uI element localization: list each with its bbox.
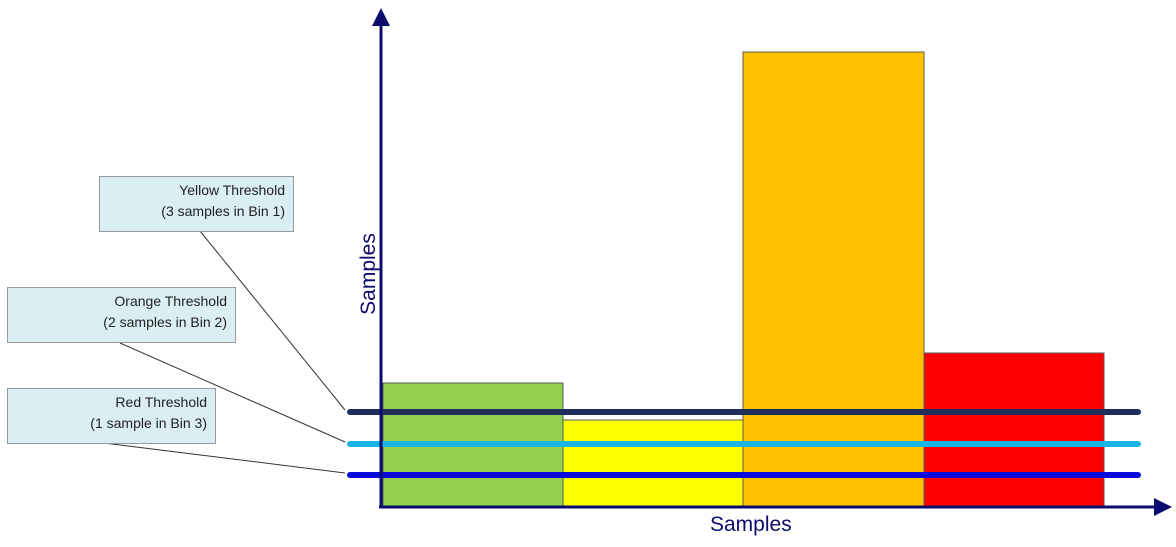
x-axis-label: Samples xyxy=(710,513,792,536)
callout-detail: (3 samples in Bin 1) xyxy=(161,203,285,219)
callout-title: Yellow Threshold xyxy=(179,182,285,198)
y-axis-arrowhead xyxy=(372,8,390,26)
x-axis-arrowhead xyxy=(1154,498,1172,516)
red-threshold-callout: Red Threshold (1 sample in Bin 3) xyxy=(7,388,216,444)
yellow-callout-leader xyxy=(199,230,346,411)
callout-title: Red Threshold xyxy=(115,394,207,410)
bin-orange-bar xyxy=(742,51,925,507)
orange-callout-leader xyxy=(119,342,346,443)
yellow-threshold-callout: Yellow Threshold (3 samples in Bin 1) xyxy=(99,176,294,232)
callout-detail: (2 samples in Bin 2) xyxy=(103,314,227,330)
callout-detail: (1 sample in Bin 3) xyxy=(90,415,207,431)
bin-red-bar xyxy=(923,352,1105,507)
callout-title: Orange Threshold xyxy=(114,293,227,309)
y-axis-label: Samples xyxy=(356,233,380,315)
orange-threshold-callout: Orange Threshold (2 samples in Bin 2) xyxy=(7,287,236,343)
bin-yellow-bar xyxy=(562,419,744,507)
red-callout-leader xyxy=(103,442,346,474)
